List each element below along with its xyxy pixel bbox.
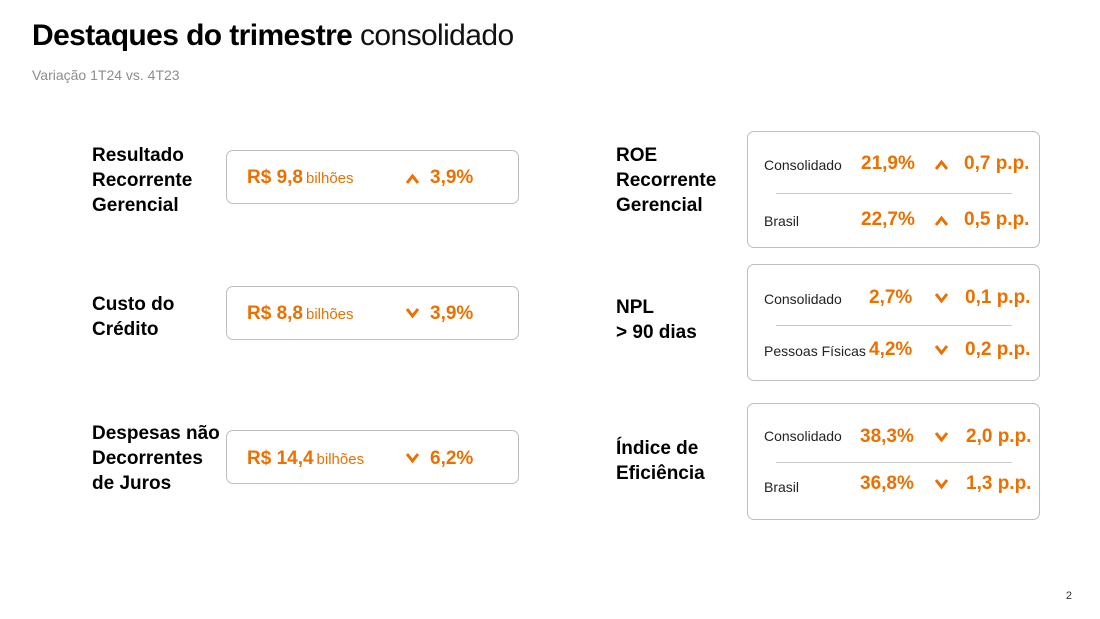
row-label: Consolidado [764,291,842,307]
arrow-down-icon [405,307,420,319]
metric-card-custo-credito: R$ 8,8 bilhões 3,9% [226,286,519,340]
arrow-up-icon [934,159,949,171]
arrow-down-icon [934,431,949,443]
row-label: Consolidado [764,157,842,173]
arrow-down-icon [934,344,949,356]
arrow-up-icon [405,173,420,185]
metric-card-eficiencia: Consolidado 38,3% 2,0 p.p. Brasil 36,8% … [747,403,1040,520]
row-change: 1,3 p.p. [966,473,1032,494]
divider [776,462,1012,463]
row-value: 22,7% [861,209,915,230]
row-change: 0,1 p.p. [965,287,1031,308]
metric-label-eficiencia: Índice de Eficiência [616,438,705,484]
row-value: 21,9% [861,153,915,174]
row-change: 0,7 p.p. [964,153,1030,174]
row-value: 2,7% [869,287,913,308]
arrow-down-icon [934,478,949,490]
row-label: Consolidado [764,428,842,444]
row-change: 2,0 p.p. [966,426,1032,447]
row-value: 4,2% [869,339,913,360]
metric-value: R$ 8,8 [247,303,303,324]
row-change: 0,5 p.p. [964,209,1030,230]
row-label: Brasil [764,213,800,229]
metric-value: R$ 14,4 [247,448,314,469]
metric-change: 3,9% [430,167,474,188]
metric-value: R$ 9,8 [247,167,303,188]
metric-change: 6,2% [430,448,474,469]
row-value: 38,3% [860,426,914,447]
metric-unit: bilhões [305,306,354,323]
divider [776,325,1012,326]
title-light: consolidado [360,19,514,52]
divider [776,193,1012,194]
metric-label-npl: NPL > 90 dias [616,297,697,343]
page-subtitle: Variação 1T24 vs. 4T23 [32,67,180,83]
metric-unit: bilhões [316,451,365,468]
row-label: Pessoas Físicas [764,343,866,359]
title-bold: Destaques do trimestre [32,19,353,52]
arrow-down-icon [934,292,949,304]
metric-unit: bilhões [305,170,354,187]
page-title: Destaques do trimestre consolidado [32,19,514,53]
row-value: 36,8% [860,473,914,494]
metric-label-resultado: Resultado Recorrente Gerencial [92,145,193,216]
metric-card-roe: Consolidado 21,9% 0,7 p.p. Brasil 22,7% … [747,131,1040,248]
metric-label-despesas: Despesas não Decorrentes de Juros [92,423,220,494]
row-change: 0,2 p.p. [965,339,1031,360]
page-number: 2 [1065,590,1072,602]
metric-label-roe: ROE Recorrente Gerencial [616,145,717,216]
arrow-down-icon [405,452,420,464]
metric-card-resultado: R$ 9,8 bilhões 3,9% [226,150,519,204]
metric-card-npl: Consolidado 2,7% 0,1 p.p. Pessoas Física… [747,264,1040,381]
arrow-up-icon [934,215,949,227]
metric-change: 3,9% [430,303,474,324]
metric-label-custo-credito: Custo do Crédito [92,294,175,340]
metric-card-despesas: R$ 14,4 bilhões 6,2% [226,430,519,484]
row-label: Brasil [764,479,800,495]
